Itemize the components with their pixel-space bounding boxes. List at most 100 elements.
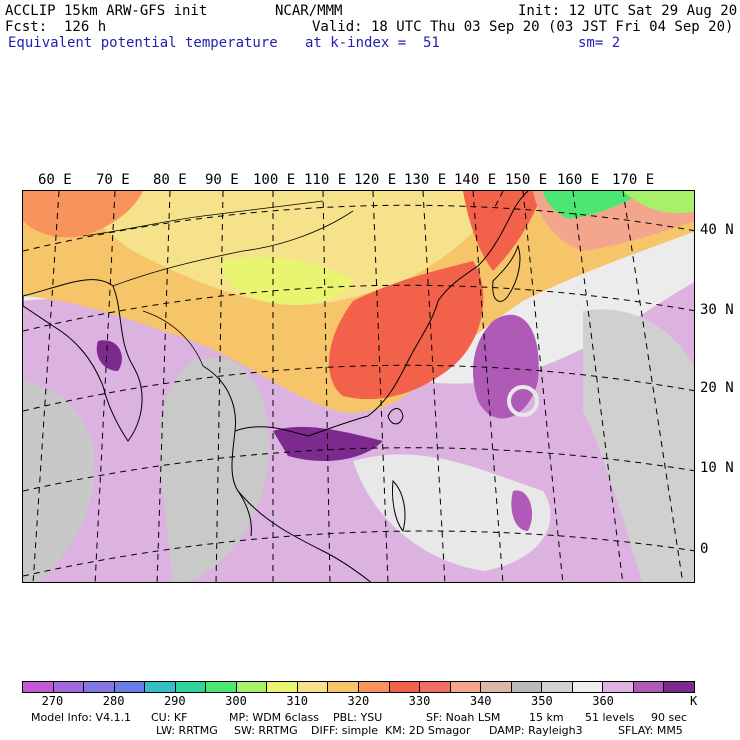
lon-label: 140 E	[454, 172, 497, 188]
meridians	[32, 191, 684, 582]
colorbar-swatch	[664, 682, 695, 692]
footer-levels: 51 levels	[585, 711, 635, 724]
colorbar-tick-label: 340	[469, 694, 492, 708]
forecast-hour: Fcst: 126 h	[5, 19, 107, 35]
colorbar-swatch	[420, 682, 451, 692]
deep-purple-band	[273, 426, 383, 461]
colorbar	[22, 681, 695, 693]
colorbar-swatch	[236, 682, 268, 692]
valid-time: Valid: 18 UTC Thu 03 Sep 20 (03 JST Fri …	[312, 19, 734, 35]
typhoon-moist-core	[473, 314, 539, 419]
japan-outline	[492, 244, 521, 302]
country-border	[112, 210, 354, 287]
taiwan-outline	[387, 408, 404, 425]
lon-label: 60 E	[38, 172, 72, 188]
lon-label: 150 E	[505, 172, 548, 188]
colorbar-swatch	[572, 682, 604, 692]
footer-res: 15 km	[529, 711, 564, 724]
colorbar-tick-label: 280	[102, 694, 125, 708]
footer-damp: DAMP: Rayleigh3	[489, 724, 583, 737]
lon-label: 120 E	[354, 172, 397, 188]
footer-cu: CU: KF	[151, 711, 188, 724]
lon-label: 100 E	[253, 172, 296, 188]
deep-purple-spot	[96, 340, 122, 371]
footer-timestep: 90 sec	[651, 711, 688, 724]
colorbar-swatch	[450, 682, 482, 692]
field-name: Equivalent potential temperature	[8, 35, 278, 51]
philippines-outline	[392, 479, 406, 533]
deep-purple-spot	[511, 490, 533, 531]
grey-patch	[23, 381, 95, 582]
footer-lw: LW: RRTMG	[156, 724, 218, 737]
maritime-continent-coast	[237, 490, 372, 582]
colorbar-swatch	[84, 682, 115, 692]
footer-diff: DIFF: simple	[311, 724, 379, 737]
colorbar-swatch	[603, 682, 634, 692]
footer-sf: SF: Noah LSM	[426, 711, 501, 724]
colorbar-tick-label: 310	[286, 694, 308, 708]
colorbar-swatch	[53, 682, 85, 692]
north-pacific-cold	[543, 191, 643, 219]
footer-sflay: SFLAY: MM5	[618, 724, 683, 737]
smoothing-label: sm= 2	[578, 35, 621, 51]
footer-sw: SW: RRTMG	[234, 724, 298, 737]
colorbar-swatch	[114, 682, 146, 692]
footer-km: KM: 2D Smagor	[385, 724, 471, 737]
footer-mp: MP: WDM 6class	[229, 711, 319, 724]
lon-label: 80 E	[153, 172, 187, 188]
footer-model-info: Model Info: V4.1.1	[31, 711, 132, 724]
country-border	[82, 200, 324, 237]
lon-label: 130 E	[404, 172, 447, 188]
lat-label: 0	[700, 541, 709, 557]
colorbar-tick-label: 330	[408, 694, 431, 708]
colorbar-tick-label: 360	[592, 694, 614, 708]
north-pacific-cool	[623, 191, 694, 214]
colorbar-swatch	[328, 682, 360, 692]
footer-pbl: PBL: YSU	[333, 711, 383, 724]
colorbar-swatch	[206, 682, 237, 692]
init-time: Init: 12 UTC Sat 29 Aug 20	[518, 3, 738, 19]
colorbar-swatch	[511, 682, 543, 692]
indochina-coastline	[202, 365, 252, 537]
colorbar-swatch	[23, 682, 54, 692]
lat-label: 30 N	[700, 302, 734, 318]
northeast-coastline	[437, 191, 529, 302]
colorbar-tick-label: 300	[225, 694, 247, 708]
lat-label: 20 N	[700, 380, 734, 396]
grey-patch	[583, 309, 694, 582]
model-title: ACCLIP 15km ARW-GFS init	[5, 3, 208, 19]
west-warm-region	[23, 191, 143, 238]
grey-patch	[159, 357, 270, 582]
lon-label: 160 E	[557, 172, 600, 188]
colorbar-tick-label: 320	[347, 694, 370, 708]
warm-moist-region	[329, 261, 484, 400]
colorbar-swatch	[297, 682, 329, 692]
map-canvas	[23, 191, 694, 582]
dry-interior	[83, 191, 503, 305]
colorbar-swatch	[359, 682, 390, 692]
colorbar-swatch	[175, 682, 207, 692]
colorbar-tick-label: 290	[163, 694, 186, 708]
lat-label: 10 N	[700, 460, 734, 476]
colorbar-swatch	[145, 682, 176, 692]
colorbar-swatch	[267, 682, 298, 692]
theta-e-map	[22, 190, 695, 583]
lon-label: 110 E	[304, 172, 347, 188]
colorbar-swatch	[542, 682, 573, 692]
colorbar-swatch	[481, 682, 512, 692]
colorbar-unit: K	[690, 694, 698, 708]
india-coastline	[23, 279, 143, 442]
level-label: at k-index = 51	[305, 35, 440, 51]
colorbar-swatch	[633, 682, 665, 692]
country-border	[142, 310, 204, 367]
china-coastline	[234, 300, 439, 437]
colorbar-tick-label: 270	[41, 694, 64, 708]
lon-label: 170 E	[612, 172, 655, 188]
colorbar-swatch	[389, 682, 421, 692]
lon-label: 70 E	[96, 172, 130, 188]
lat-label: 40 N	[700, 222, 734, 238]
lon-label: 90 E	[205, 172, 239, 188]
center-label: NCAR/MMM	[275, 3, 343, 19]
white-patch	[353, 454, 551, 571]
colorbar-tick-label: 350	[531, 694, 553, 708]
